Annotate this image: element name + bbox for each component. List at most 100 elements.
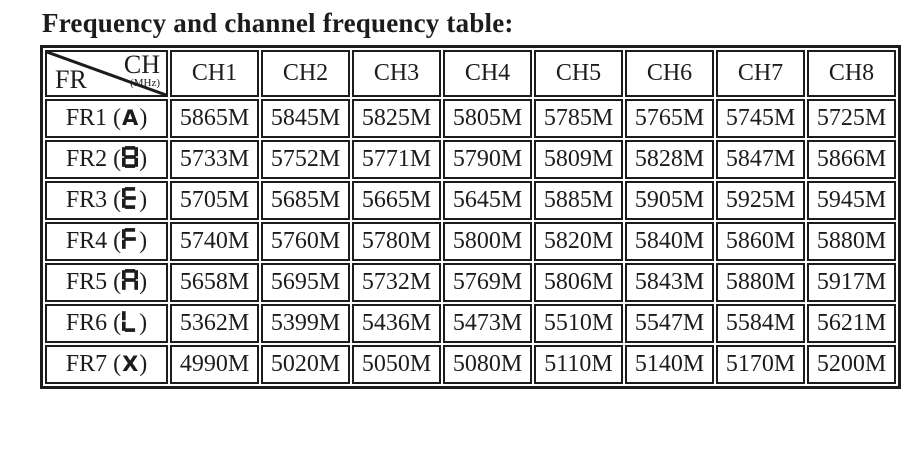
frequency-cell: 5847M bbox=[716, 140, 805, 179]
frequency-cell: 5806M bbox=[534, 263, 623, 302]
page: Frequency and channel frequency table: C… bbox=[40, 8, 901, 389]
frequency-cell: 5865M bbox=[170, 99, 259, 138]
frequency-cell: 5828M bbox=[625, 140, 714, 179]
band-row-fr7: FR7 (X) 4990M 5020M 5050M 5080M 5110M 5140M 517… bbox=[45, 345, 896, 384]
band-label-cell: FR4 () bbox=[45, 222, 168, 261]
frequency-cell: 5866M bbox=[807, 140, 896, 179]
band-row-fr6: FR6 () 5362M 5399M 5436M 5473M 5510M 5547M 5584… bbox=[45, 304, 896, 343]
frequency-cell: 5880M bbox=[716, 263, 805, 302]
channel-header-3: CH3 bbox=[352, 50, 441, 97]
table-header: CH (MHz) FR CH1 CH2 CH3 CH4 CH5 CH6 CH7 CH8 bbox=[45, 50, 896, 97]
channel-header-6: CH6 bbox=[625, 50, 714, 97]
frequency-cell: 5845M bbox=[261, 99, 350, 138]
paren-close: ) bbox=[139, 187, 148, 213]
band-letter-glyph: X bbox=[122, 352, 139, 376]
frequency-cell: 5110M bbox=[534, 345, 623, 384]
channel-header-4: CH4 bbox=[443, 50, 532, 97]
frequency-cell: 5780M bbox=[352, 222, 441, 261]
paren-open: ( bbox=[113, 105, 122, 131]
channel-header-2: CH2 bbox=[261, 50, 350, 97]
frequency-cell: 5860M bbox=[716, 222, 805, 261]
corner-mhz-unit-label: (MHz) bbox=[130, 77, 160, 89]
frequency-cell: 5805M bbox=[443, 99, 532, 138]
frequency-cell: 5140M bbox=[625, 345, 714, 384]
band-label-cell: FR3 () bbox=[45, 181, 168, 220]
frequency-cell: 5705M bbox=[170, 181, 259, 220]
channel-header-5: CH5 bbox=[534, 50, 623, 97]
frequency-cell: 5820M bbox=[534, 222, 623, 261]
band-label: FR6 bbox=[65, 310, 108, 336]
frequency-cell: 5725M bbox=[807, 99, 896, 138]
frequency-cell: 5880M bbox=[807, 222, 896, 261]
corner-fr-label: FR bbox=[55, 65, 87, 94]
paren-open: ( bbox=[113, 269, 122, 295]
frequency-cell: 5399M bbox=[261, 304, 350, 343]
header-row: CH (MHz) FR CH1 CH2 CH3 CH4 CH5 CH6 CH7 CH8 bbox=[45, 50, 896, 97]
paren-open: ( bbox=[113, 310, 122, 336]
frequency-cell: 5200M bbox=[807, 345, 896, 384]
page-title: Frequency and channel frequency table: bbox=[42, 8, 514, 38]
frequency-cell: 5843M bbox=[625, 263, 714, 302]
paren-close: ) bbox=[139, 269, 148, 295]
paren-open: ( bbox=[113, 228, 122, 254]
frequency-cell: 5760M bbox=[261, 222, 350, 261]
band-label-cell: FR1 (A) bbox=[45, 99, 168, 138]
paren-close: ) bbox=[139, 105, 148, 131]
frequency-cell: 5080M bbox=[443, 345, 532, 384]
frequency-cell: 5785M bbox=[534, 99, 623, 138]
frequency-cell: 5917M bbox=[807, 263, 896, 302]
frequency-cell: 5840M bbox=[625, 222, 714, 261]
frequency-table: CH (MHz) FR CH1 CH2 CH3 CH4 CH5 CH6 CH7 CH8 FR1… bbox=[40, 45, 901, 389]
band-row-fr5: FR5 () 5658M 5695M 5732M 5769M 5806M 5843M 5880… bbox=[45, 263, 896, 302]
frequency-cell: 5695M bbox=[261, 263, 350, 302]
band-label-cell: FR6 () bbox=[45, 304, 168, 343]
frequency-cell: 5740M bbox=[170, 222, 259, 261]
band-label: FR4 bbox=[65, 228, 108, 254]
frequency-cell: 5800M bbox=[443, 222, 532, 261]
paren-open: ( bbox=[113, 187, 122, 213]
frequency-cell: 5362M bbox=[170, 304, 259, 343]
frequency-cell: 5665M bbox=[352, 181, 441, 220]
frequency-cell: 5020M bbox=[261, 345, 350, 384]
paren-close: ) bbox=[139, 310, 148, 336]
channel-header-1: CH1 bbox=[170, 50, 259, 97]
band-row-fr1: FR1 (A) 5865M 5845M 5825M 5805M 5785M 5765M 574… bbox=[45, 99, 896, 138]
paren-close: ) bbox=[139, 228, 148, 254]
frequency-cell: 5925M bbox=[716, 181, 805, 220]
frequency-cell: 5825M bbox=[352, 99, 441, 138]
frequency-cell: 5645M bbox=[443, 181, 532, 220]
frequency-cell: 5769M bbox=[443, 263, 532, 302]
band-label: FR5 bbox=[65, 269, 108, 295]
frequency-cell: 5733M bbox=[170, 140, 259, 179]
corner-ch-group: CH (MHz) bbox=[124, 52, 160, 89]
diagonal-divider-line bbox=[47, 52, 166, 95]
band-letter-glyph bbox=[122, 228, 136, 249]
frequency-cell: 5621M bbox=[807, 304, 896, 343]
frequency-cell: 5732M bbox=[352, 263, 441, 302]
band-letter-glyph bbox=[122, 311, 136, 332]
frequency-cell: 5771M bbox=[352, 140, 441, 179]
frequency-cell: 5685M bbox=[261, 181, 350, 220]
corner-ch-label: CH bbox=[123, 50, 160, 79]
band-label-cell: FR7 (X) bbox=[45, 345, 168, 384]
frequency-cell: 5436M bbox=[352, 304, 441, 343]
band-row-fr3: FR3 () 5705M 5685M 5665M 5645M 5885M 5905M 5925… bbox=[45, 181, 896, 220]
frequency-cell: 5905M bbox=[625, 181, 714, 220]
frequency-cell: 5547M bbox=[625, 304, 714, 343]
frequency-cell: 4990M bbox=[170, 345, 259, 384]
table-body: FR1 (A) 5865M 5845M 5825M 5805M 5785M 5765M 574… bbox=[45, 99, 896, 384]
frequency-cell: 5170M bbox=[716, 345, 805, 384]
band-letter-glyph bbox=[122, 187, 136, 209]
frequency-cell: 5945M bbox=[807, 181, 896, 220]
band-label: FR2 bbox=[65, 146, 108, 172]
frequency-cell: 5790M bbox=[443, 140, 532, 179]
frequency-cell: 5050M bbox=[352, 345, 441, 384]
channel-header-8: CH8 bbox=[807, 50, 896, 97]
paren-open: ( bbox=[113, 351, 122, 377]
frequency-cell: 5885M bbox=[534, 181, 623, 220]
band-row-fr2: FR2 () 5733M 5752M 5771M 5790M 5809M 5828M 5847… bbox=[45, 140, 896, 179]
frequency-cell: 5765M bbox=[625, 99, 714, 138]
band-label: FR3 bbox=[65, 187, 108, 213]
frequency-cell: 5584M bbox=[716, 304, 805, 343]
paren-close: ) bbox=[139, 146, 148, 172]
